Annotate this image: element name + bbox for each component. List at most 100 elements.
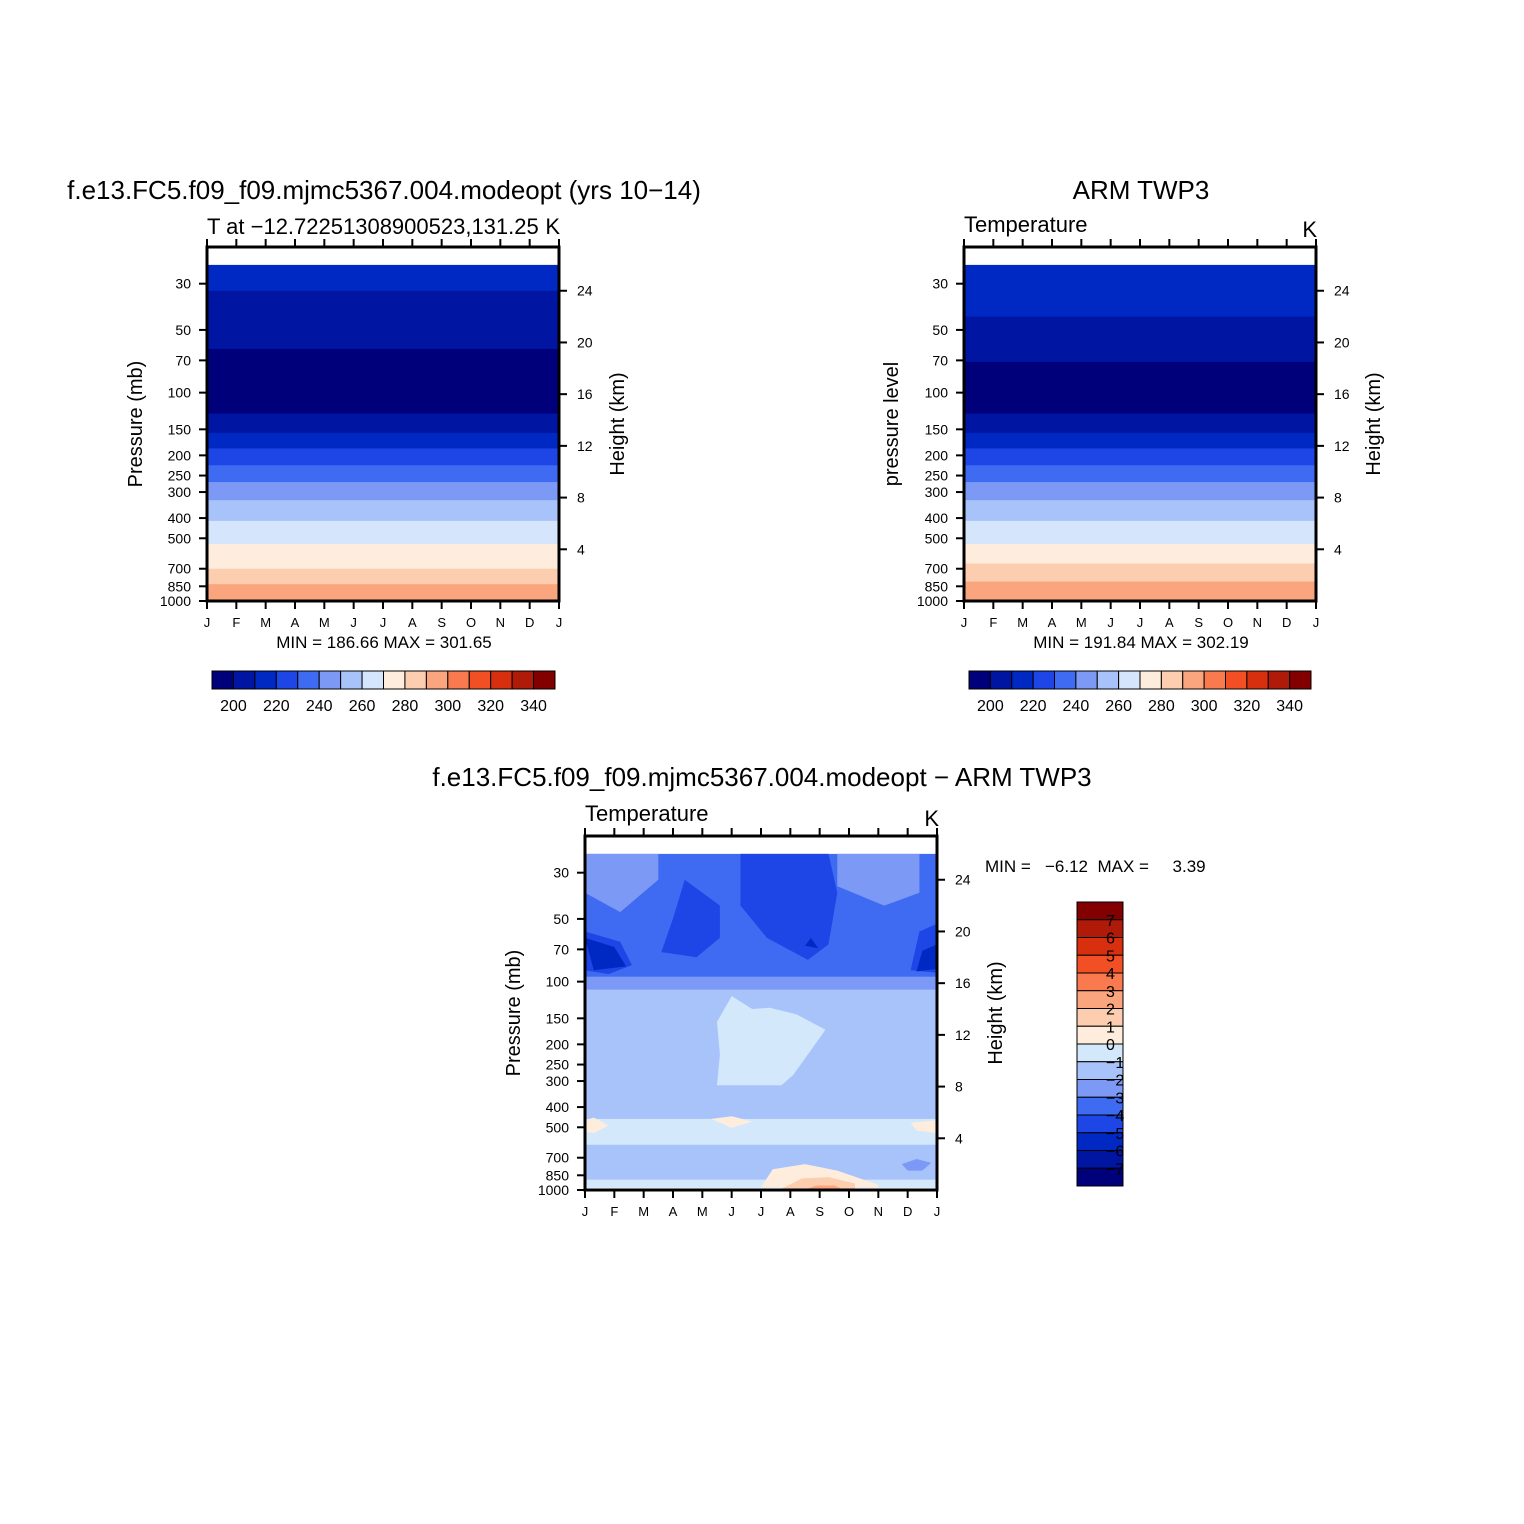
panel-diff-ylabel: Pressure (mb) — [503, 950, 525, 1077]
model-band-10 — [207, 544, 559, 570]
obs-band-11 — [964, 563, 1316, 583]
obs-xtick-label-12: J — [1313, 615, 1320, 630]
model-band-8 — [207, 500, 559, 522]
panel-diff-y2label: Height (km) — [985, 961, 1007, 1064]
obs-xtick-label-1: F — [989, 615, 997, 630]
obs-ytick-label-5: 200 — [925, 447, 949, 463]
diff-colorbar-label-2: 5 — [1106, 948, 1115, 965]
diff-colorbar-box-1 — [1076, 919, 1124, 938]
diff-colorbar-label-4: 3 — [1106, 984, 1115, 1001]
model-colorbar-box-4 — [297, 670, 320, 690]
model-colorbar-label-5: 300 — [434, 698, 461, 715]
obs-colorbar-label-2: 240 — [1063, 698, 1090, 715]
model-band-11 — [207, 568, 559, 585]
obs-y2tick-label-4: 8 — [1334, 490, 1342, 506]
diff-ytick-label-12: 1000 — [538, 1182, 569, 1198]
diff-colorbar-box-2 — [1076, 937, 1124, 956]
diff-y2tick-label-5: 4 — [955, 1130, 963, 1146]
diff-patch-16 — [805, 1185, 844, 1190]
model-xtick-label-2: M — [260, 615, 271, 630]
diff-colorbar-label-13: −6 — [1106, 1144, 1124, 1161]
diff-contour-fill — [585, 853, 937, 1190]
model-colorbar-box-1 — [232, 670, 256, 690]
obs-band-10 — [964, 544, 1316, 565]
model-band-7 — [207, 482, 559, 501]
panel-model-stats: MIN = 186.66 MAX = 301.65 — [276, 633, 491, 652]
obs-xtick-label-9: O — [1223, 615, 1233, 630]
obs-colorbar-label-0: 200 — [977, 698, 1004, 715]
model-xtick-label-9: O — [466, 615, 476, 630]
diff-colorbar-box-6 — [1076, 1008, 1124, 1027]
obs-colorbar-box-12 — [1225, 670, 1248, 690]
diff-colorbar-label-8: −1 — [1106, 1055, 1124, 1072]
diff-patch-8 — [805, 937, 819, 949]
diff-patch-1 — [837, 853, 920, 906]
model-colorbar-box-13 — [490, 670, 513, 690]
model-ytick-label-11: 850 — [168, 578, 192, 594]
model-band-1 — [207, 290, 559, 350]
obs-colorbar-label-1: 220 — [1020, 698, 1047, 715]
obs-ytick-label-4: 150 — [925, 421, 949, 437]
model-band-9 — [207, 520, 559, 545]
diff-ytick-label-6: 250 — [546, 1057, 570, 1073]
model-y2tick-label-4: 8 — [577, 490, 585, 506]
panel-model-left-subtitle: T at −12.72251308900523,131.25 — [207, 214, 539, 239]
obs-ytick-label-12: 1000 — [917, 593, 948, 609]
obs-y2tick-label-5: 4 — [1334, 541, 1342, 557]
diff-colorbar-box-0 — [1076, 901, 1124, 921]
diff-patch-0 — [585, 853, 659, 913]
obs-xtick-label-5: J — [1107, 615, 1114, 630]
diff-colorbar-label-12: −5 — [1106, 1126, 1124, 1143]
diff-patch-7 — [916, 944, 937, 972]
model-xtick-label-10: N — [496, 615, 505, 630]
diff-xtick-label-3: A — [669, 1204, 678, 1219]
model-band-3 — [207, 413, 559, 434]
obs-colorbar-box-10 — [1182, 670, 1205, 690]
model-ytick-label-5: 200 — [168, 447, 192, 463]
obs-colorbar-box-5 — [1075, 670, 1098, 690]
diff-ytick-label-11: 850 — [546, 1167, 570, 1183]
model-y2tick-label-3: 12 — [577, 438, 593, 454]
obs-colorbar-box-9 — [1160, 670, 1184, 690]
panel-diff-units: K — [924, 806, 939, 831]
obs-band-12 — [964, 581, 1316, 601]
diff-colorbar-label-7: 0 — [1106, 1037, 1115, 1054]
diff-patch-3 — [661, 879, 720, 958]
diff-colorbar-label-11: −4 — [1106, 1108, 1124, 1125]
diff-ytick-label-3: 100 — [546, 974, 570, 990]
panel-diff-stats: MIN = −6.12 MAX = 3.39 — [985, 857, 1206, 876]
obs-colorbar-box-1 — [989, 670, 1013, 690]
obs-colorbar-box-8 — [1139, 670, 1162, 690]
diff-xtick-label-9: O — [844, 1204, 854, 1219]
obs-colorbar-box-0 — [968, 670, 991, 690]
obs-colorbar-label-7: 340 — [1276, 698, 1303, 715]
diff-patch-10 — [585, 1117, 609, 1134]
obs-ytick-label-0: 30 — [932, 276, 948, 292]
obs-ytick-label-7: 300 — [925, 484, 949, 500]
model-xtick-label-5: J — [350, 615, 357, 630]
panel-model-ylabel: Pressure (mb) — [125, 361, 147, 488]
diff-ytick-label-5: 200 — [546, 1036, 570, 1052]
model-colorbar-box-15 — [533, 670, 556, 690]
obs-colorbar-box-14 — [1267, 670, 1291, 690]
diff-ytick-label-7: 300 — [546, 1073, 570, 1089]
obs-band-0 — [964, 264, 1316, 318]
obs-band-4 — [964, 432, 1316, 449]
obs-colorbar-box-13 — [1246, 670, 1269, 690]
model-ytick-label-6: 250 — [168, 468, 192, 484]
model-band-12 — [207, 584, 559, 601]
diff-band-4 — [585, 1144, 937, 1181]
obs-xtick-label-4: M — [1076, 615, 1087, 630]
model-xtick-label-3: A — [291, 615, 300, 630]
obs-ytick-label-9: 500 — [925, 530, 949, 546]
model-colorbar-label-1: 220 — [263, 698, 290, 715]
obs-band-3 — [964, 413, 1316, 434]
obs-band-2 — [964, 361, 1316, 415]
model-colorbar-label-0: 200 — [220, 698, 247, 715]
model-colorbar-label-3: 260 — [349, 698, 376, 715]
obs-band-6 — [964, 465, 1316, 483]
model-xtick-label-1: F — [232, 615, 240, 630]
obs-xtick-label-7: A — [1165, 615, 1174, 630]
